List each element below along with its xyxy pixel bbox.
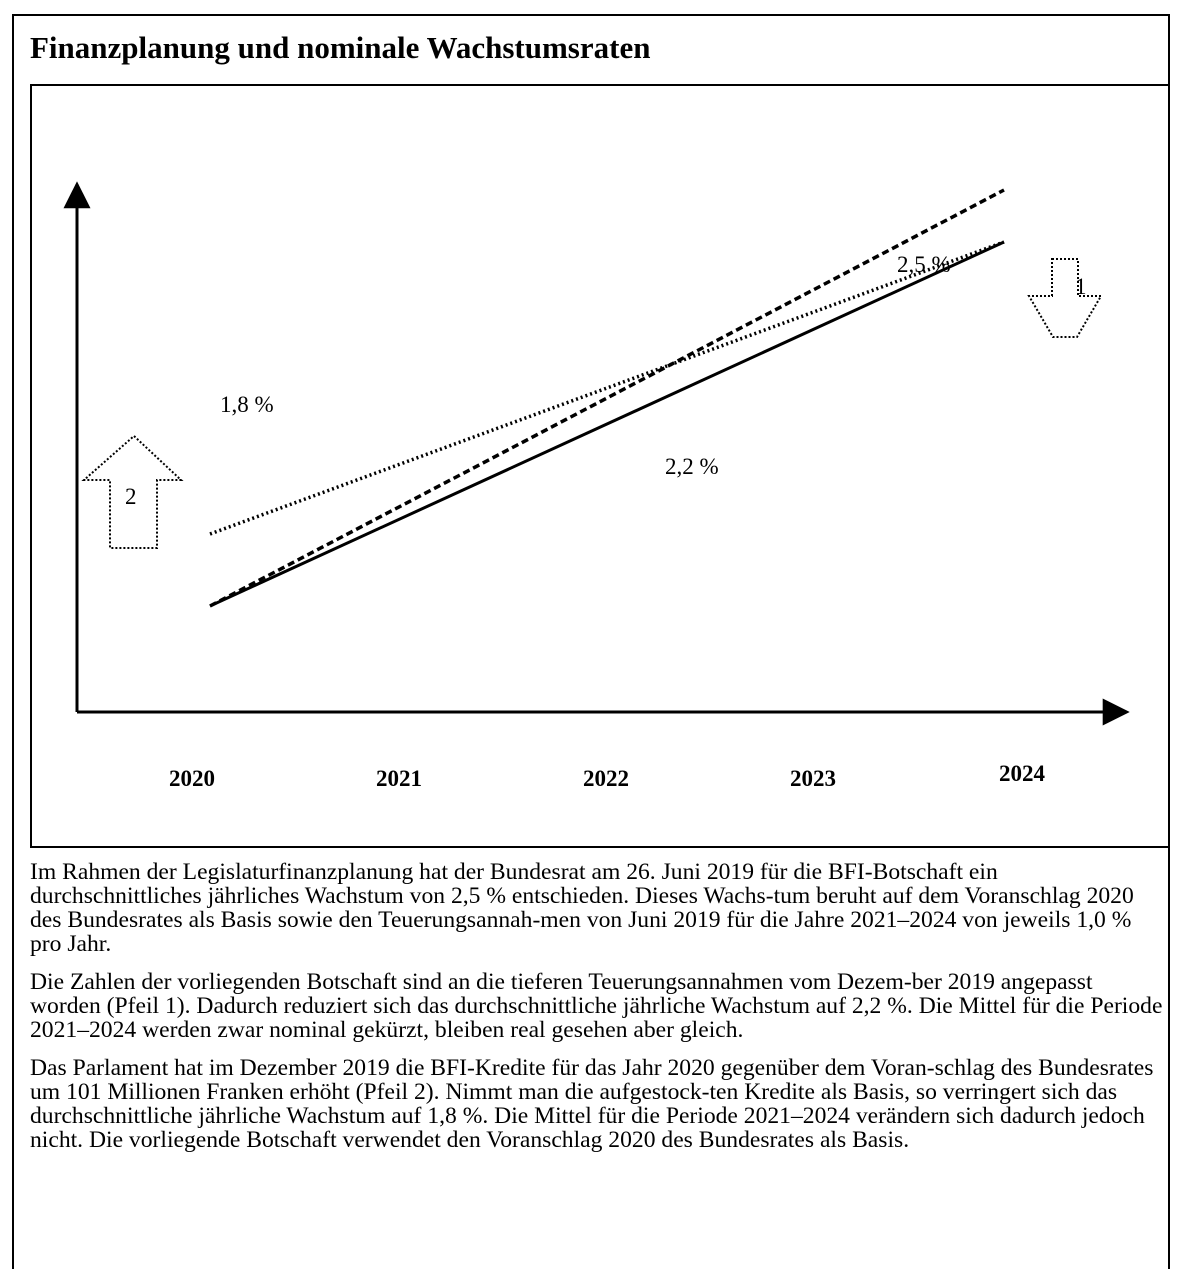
x-tick-label-2021: 2021 xyxy=(376,766,422,791)
arrow-1-label: 1 xyxy=(1075,274,1087,299)
rate-label-1-8: 1,8 % xyxy=(220,392,274,417)
paragraph-1: Im Rahmen der Legislaturfinanzplanung ha… xyxy=(30,859,1134,957)
body-text: Im Rahmen der Legislaturfinanzplanung ha… xyxy=(30,860,1165,1166)
series-layer xyxy=(209,188,1005,608)
x-tick-label-2023: 2023 xyxy=(790,766,836,791)
x-tick-labels: 2020 2021 2022 2023 2024 xyxy=(169,761,1046,791)
arrow-1: 1 xyxy=(1027,258,1103,338)
rate-labels: 2,5 % 2,2 % 1,8 % xyxy=(220,252,951,479)
series-line-1 xyxy=(209,188,1005,608)
rate-label-2-2: 2,2 % xyxy=(665,454,719,479)
series-line-3 xyxy=(209,240,1005,536)
paragraph-3: Das Parlament hat im Dezember 2019 die B… xyxy=(30,1055,1154,1153)
rate-label-2-5: 2,5 % xyxy=(897,252,951,277)
arrow-2-label: 2 xyxy=(125,484,137,509)
up-arrow-icon xyxy=(81,434,184,549)
arrow-2: 2 xyxy=(81,434,184,549)
down-arrow-icon xyxy=(1027,258,1103,338)
chart-svg: 2020 2021 2022 2023 2024 2,5 % 2,2 % 1,8 % 1… xyxy=(63,181,1130,791)
x-tick-label-2020: 2020 xyxy=(169,766,215,791)
x-tick-label-2022: 2022 xyxy=(583,766,629,791)
chart-frame: 2020 2021 2022 2023 2024 2,5 % 2,2 % 1,8 % 1… xyxy=(30,84,1170,848)
page-title: Finanzplanung und nominale Wachstumsrate… xyxy=(30,30,651,65)
x-tick-label-2024: 2024 xyxy=(999,761,1046,786)
paragraph-2: Die Zahlen der vorliegenden Botschaft si… xyxy=(30,969,1163,1043)
series-line-2 xyxy=(209,240,1005,608)
